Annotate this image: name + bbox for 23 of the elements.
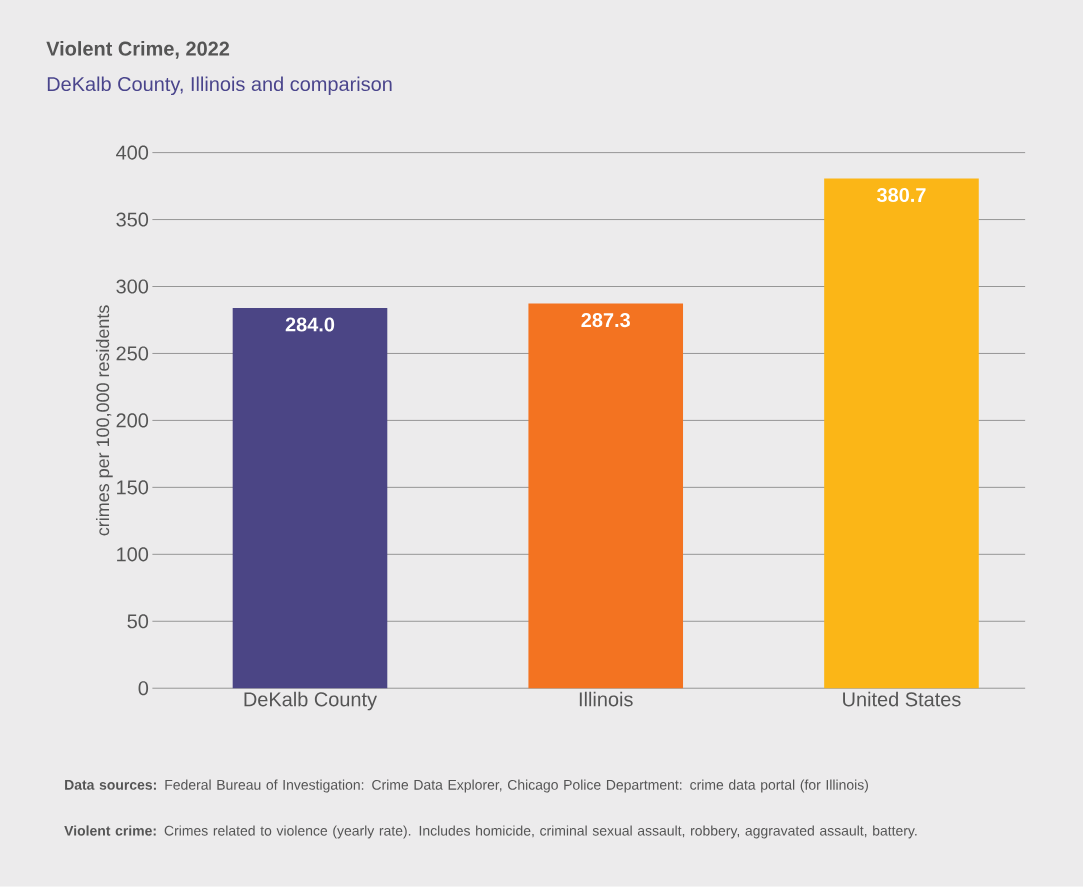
bar — [824, 178, 979, 689]
y-tick-label: 50 — [127, 614, 149, 629]
data-label: 287.3 — [581, 313, 630, 328]
text: Data sources: Federal Bureau of Investigation: Crime Data Explorer, Chicago Police Department: crime data portal (for Illinois) — [65, 779, 868, 793]
y-axis-title: crimes per 100,000 residents — [95, 305, 113, 536]
y-tick-label: 300 — [116, 279, 149, 294]
data-label: 380.7 — [876, 188, 926, 203]
bar — [232, 308, 388, 689]
bar — [528, 303, 684, 689]
x-tick-label: Illinois — [579, 691, 633, 707]
y-tick-label: 250 — [116, 346, 149, 361]
text: Violent crime: Crimes related to violence (yearly rate). Includes homicide, criminal sexual assault, robbery, aggravated assault, battery. — [64, 825, 917, 839]
chart-subtitle: DeKalb County, Illinois and comparison — [47, 76, 392, 96]
y-tick-label: 100 — [117, 547, 149, 562]
data-label: 284.0 — [285, 317, 335, 332]
y-tick-label: 400 — [116, 145, 149, 160]
y-tick-label: 350 — [116, 212, 149, 227]
x-tick-label: United States — [843, 691, 961, 707]
chart-title: Violent Crime, 2022 — [46, 41, 230, 59]
y-tick-label: 150 — [117, 480, 149, 495]
x-tick-label: DeKalb County — [244, 691, 377, 711]
y-tick-label: 0 — [138, 681, 149, 696]
y-tick-label: 200 — [116, 413, 149, 428]
